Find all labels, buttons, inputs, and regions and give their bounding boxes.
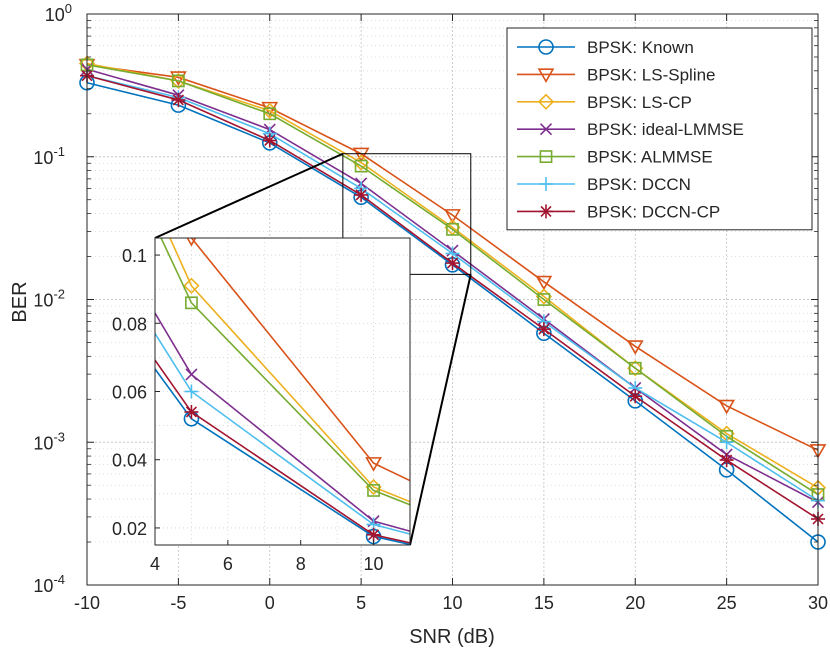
legend-item-bpsk-almmse: BPSK: ALMMSE <box>517 148 713 167</box>
data-point <box>352 147 370 163</box>
inset-data-point <box>185 296 198 310</box>
data-point <box>446 222 459 236</box>
series-line <box>86 64 819 496</box>
x-tick-label: -10 <box>74 593 100 613</box>
data-point <box>628 389 643 404</box>
data-point <box>170 72 187 90</box>
inset-x-tick-label: 6 <box>223 554 233 574</box>
data-point <box>536 322 551 337</box>
inset-y-tick-label: 0.04 <box>112 451 147 471</box>
legend-marker <box>537 68 555 84</box>
inset-series-bpsk-almmse <box>160 238 410 506</box>
inset-series-line <box>190 238 410 482</box>
main-series <box>78 55 827 550</box>
data-point <box>445 256 460 271</box>
x-tick-label: 0 <box>265 593 275 613</box>
data-point <box>627 360 644 377</box>
legend-marker <box>539 177 553 191</box>
data-point <box>262 133 277 148</box>
legend-label: BPSK: Known <box>587 38 694 57</box>
x-tick-label: 20 <box>625 593 645 613</box>
inset-x-tick-label: 4 <box>150 554 160 574</box>
data-point <box>354 187 369 202</box>
inset-x-tick-label: 10 <box>364 554 384 574</box>
x-tick-label: 25 <box>717 593 737 613</box>
data-point <box>171 74 185 88</box>
legend-item-bpsk-dccn: BPSK: DCCN <box>517 175 691 194</box>
zoom-connector <box>409 274 472 546</box>
data-point <box>537 293 551 306</box>
y-tick-label: 100 <box>45 1 72 25</box>
legend-label: BPSK: ideal-LMMSE <box>587 120 744 139</box>
series-line <box>86 62 819 489</box>
inset-data-point <box>366 527 381 542</box>
legend-item-bpsk-dccn-cp: BPSK: DCCN-CP <box>517 202 720 221</box>
series-bpsk-ls-spline <box>78 58 827 459</box>
x-tick-label: -5 <box>170 593 186 613</box>
y-tick-label: 10-4 <box>33 572 65 596</box>
legend-item-bpsk-known: BPSK: Known <box>517 38 694 57</box>
y-tick-label: 10-3 <box>33 429 65 453</box>
legend-label: BPSK: LS-Spline <box>587 65 716 84</box>
inset-y-tick-label: 0.08 <box>112 314 147 334</box>
x-axis-label: SNR (dB) <box>409 626 495 648</box>
y-axis-label: BER <box>9 281 31 322</box>
data-point <box>719 435 734 450</box>
y-tick-label: 10-2 <box>33 287 65 311</box>
inset-series-line <box>169 238 410 503</box>
legend-marker <box>539 150 553 163</box>
y-tick-label: 10-1 <box>33 144 65 168</box>
zoom-connector <box>154 152 344 239</box>
inset-series-bpsk-ls-spline <box>186 238 410 482</box>
data-point <box>354 159 368 173</box>
legend-marker <box>537 93 555 110</box>
series-line <box>86 64 819 451</box>
inset-data-point <box>185 368 198 381</box>
data-point <box>718 399 736 415</box>
legend-marker <box>538 39 554 55</box>
x-tick-label: 15 <box>534 593 554 613</box>
inset-y-tick-label: 0.06 <box>112 383 147 403</box>
inset-x-tick-label: 8 <box>296 554 306 574</box>
x-tick-label: 10 <box>442 593 462 613</box>
inset-series-bpsk-dccn-cp <box>155 358 410 544</box>
data-point <box>444 209 461 224</box>
legend: BPSK: Known BPSK: LS-Spline BPSK: LS-CP BPS… <box>506 27 813 231</box>
inset-data-point <box>183 277 200 294</box>
inset-data-point <box>186 238 197 247</box>
legend-label: BPSK: LS-CP <box>587 93 692 112</box>
x-tick-label: 30 <box>808 593 828 613</box>
legend-marker <box>539 204 553 219</box>
legend-label: BPSK: ALMMSE <box>587 148 713 167</box>
inset-chart: 4 6 8 10 0.02 0.04 0.06 0.08 0.1 <box>112 237 411 574</box>
data-point <box>626 340 644 355</box>
inset-y-tick-label: 0.02 <box>112 519 147 539</box>
x-tick-label: 5 <box>356 593 366 613</box>
main-axes: -10 -5 0 5 10 15 20 25 30 100 10-1 10-2 10-3 10-4 <box>33 1 828 613</box>
data-point <box>628 361 642 375</box>
inset-data-point <box>184 384 199 399</box>
legend-label: BPSK: DCCN <box>587 175 691 194</box>
legend-item-bpsk-ideal-lmmse: BPSK: ideal-LMMSE <box>517 120 744 139</box>
inset-series <box>155 238 410 545</box>
inset-y-tick-label: 0.1 <box>122 246 147 266</box>
data-point <box>535 275 553 291</box>
legend-label: BPSK: DCCN-CP <box>587 202 720 221</box>
inset-data-point <box>367 484 380 497</box>
inset-series-line <box>160 238 410 506</box>
data-point <box>263 107 277 121</box>
inset-data-point <box>184 404 199 419</box>
legend-item-bpsk-ls-cp: BPSK: LS-CP <box>517 93 692 112</box>
legend-item-bpsk-ls-spline: BPSK: LS-Spline <box>517 65 716 84</box>
legend-marker <box>539 123 553 136</box>
data-point <box>719 453 734 468</box>
inset-data-point <box>365 457 382 472</box>
data-point <box>171 92 186 107</box>
